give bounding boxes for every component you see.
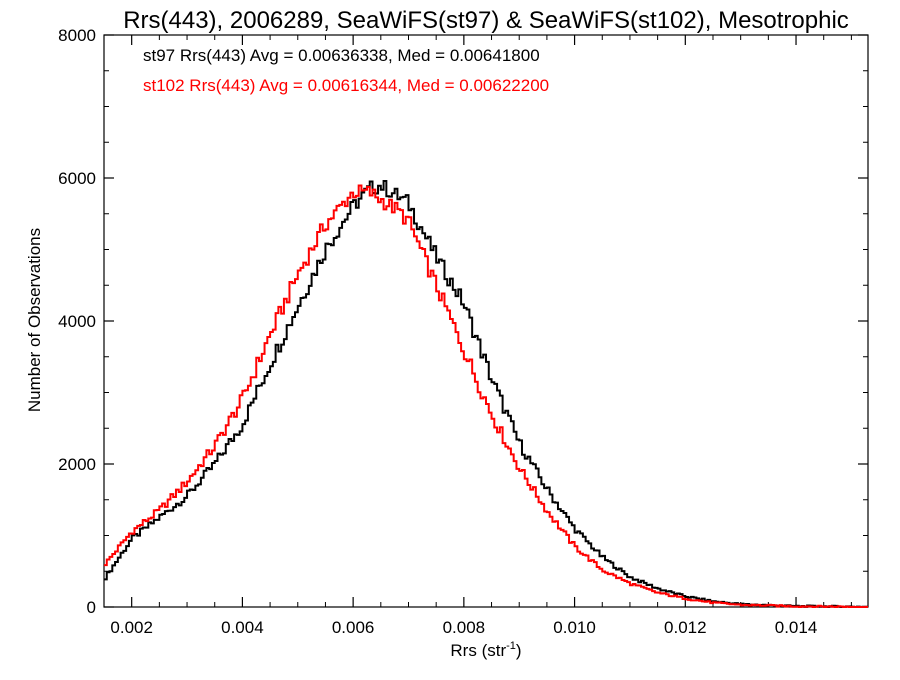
y-tick-label: 6000 xyxy=(58,169,96,188)
y-tick-label: 2000 xyxy=(58,455,96,474)
x-tick-label: 0.006 xyxy=(332,618,375,637)
x-tick-label: 0.014 xyxy=(775,618,818,637)
x-tick-label: 0.010 xyxy=(553,618,596,637)
chart-title: Rrs(443), 2006289, SeaWiFS(st97) & SeaWi… xyxy=(123,7,849,34)
x-tick-label: 0.002 xyxy=(110,618,153,637)
x-tick-label: 0.004 xyxy=(221,618,264,637)
y-tick-label: 8000 xyxy=(58,26,96,45)
x-tick-label: 0.012 xyxy=(664,618,707,637)
x-axis-label-close: ) xyxy=(516,641,522,660)
annotation-st102: st102 Rrs(443) Avg = 0.00616344, Med = 0… xyxy=(143,76,549,95)
annotation-st97: st97 Rrs(443) Avg = 0.00636338, Med = 0.… xyxy=(143,46,540,65)
x-axis-label-main: Rrs (str xyxy=(450,641,506,660)
y-tick-label: 4000 xyxy=(58,312,96,331)
plot-area: 0.002 0.004 0.006 0.008 0.010 0.012 0.014 0 2000… xyxy=(58,26,869,637)
x-tick-label: 0.008 xyxy=(443,618,486,637)
series-st97-line xyxy=(104,180,868,608)
y-tick-label: 0 xyxy=(87,598,96,617)
y-axis-label: Number of Observations xyxy=(25,228,44,412)
x-axis-label: Rrs (str-1) xyxy=(450,640,521,660)
series-st102-line xyxy=(104,184,868,608)
plot-frame xyxy=(103,34,869,608)
x-axis-label-superscript: -1 xyxy=(506,640,516,652)
